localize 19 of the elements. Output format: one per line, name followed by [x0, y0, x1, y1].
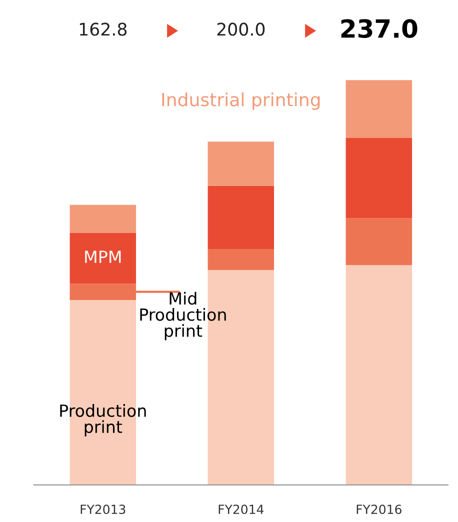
- x-tick-label: FY2014: [218, 504, 264, 514]
- x-tick-label: FY2016: [356, 504, 402, 514]
- bar: [208, 142, 274, 186]
- text: 237.0: [341, 19, 418, 38]
- legend-label: Mid Production print: [140, 292, 226, 340]
- bar: [346, 265, 412, 485]
- series-label: MPM: [85, 250, 121, 263]
- bar: [208, 248, 274, 270]
- bar: [346, 138, 412, 218]
- series-label: Industrial printing: [162, 92, 320, 110]
- bar: [208, 186, 274, 249]
- bar: [346, 80, 412, 138]
- text: 200.0: [217, 22, 265, 36]
- bar: [70, 204, 136, 233]
- bar: [70, 232, 136, 284]
- series-label: Production print: [60, 404, 146, 436]
- x-tick-label: FY2013: [80, 504, 126, 514]
- bar: [346, 218, 412, 266]
- text: 162.8: [80, 22, 127, 36]
